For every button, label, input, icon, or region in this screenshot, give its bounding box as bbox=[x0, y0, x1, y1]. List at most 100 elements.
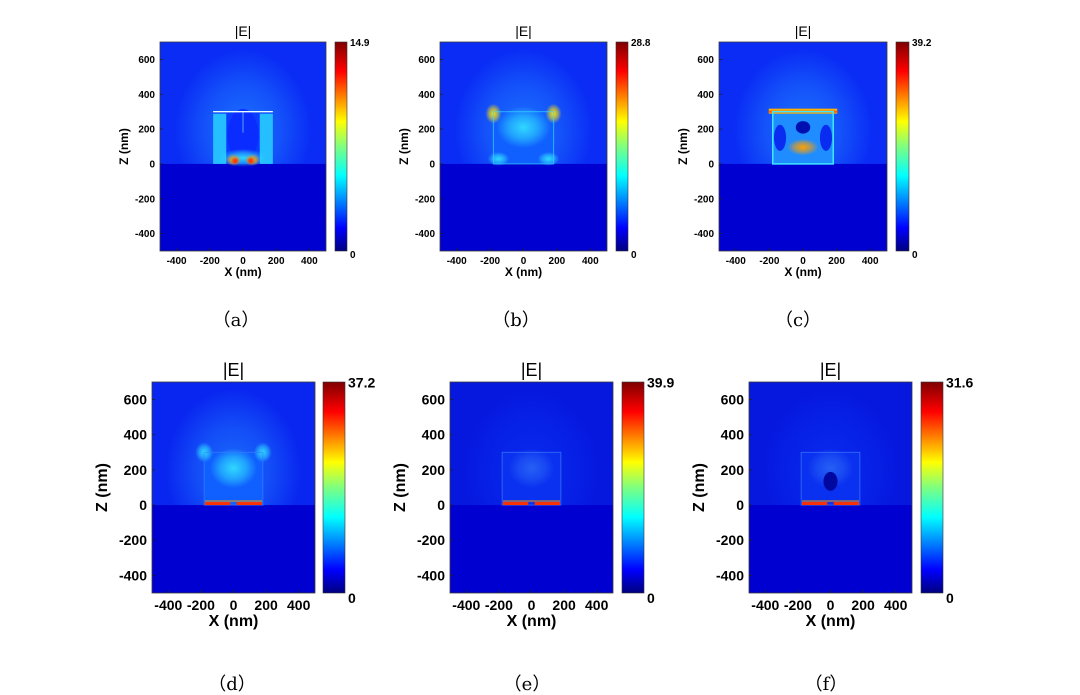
y-tick-label: -400 bbox=[694, 229, 714, 240]
center-hotspot bbox=[807, 448, 854, 489]
colorbar bbox=[334, 41, 348, 252]
panel-caption: （b） bbox=[492, 310, 540, 331]
x-tick-label: 200 bbox=[552, 597, 576, 613]
y-axis-label: Z (nm) bbox=[676, 128, 690, 165]
colorbar-max-label: 39.2 bbox=[912, 38, 932, 49]
y-axis-label: Z (nm) bbox=[94, 463, 111, 512]
dark-node bbox=[823, 471, 838, 491]
y-tick-label: 200 bbox=[697, 125, 714, 136]
base-hotspot-halo bbox=[204, 500, 263, 503]
panel-caption: （c） bbox=[775, 310, 821, 331]
x-tick-label: 0 bbox=[240, 256, 246, 267]
y-tick-label: 200 bbox=[124, 462, 148, 478]
x-axis-label: X (nm) bbox=[507, 613, 557, 630]
y-tick-label: 200 bbox=[721, 462, 745, 478]
x-tick-label: -200 bbox=[187, 597, 215, 613]
panel-a: -400 -200 0 200 400 -400 -200 0 200 400 600 X (nm) Z… bbox=[117, 23, 370, 331]
x-tick-label: -400 bbox=[154, 597, 182, 613]
y-tick-label: -400 bbox=[415, 229, 435, 240]
x-tick-label: -200 bbox=[784, 597, 812, 613]
base-hotspot-right bbox=[236, 502, 263, 506]
x-axis-label: X (nm) bbox=[806, 613, 856, 630]
colorbar-min-label: 0 bbox=[912, 250, 918, 261]
heatmap-area bbox=[152, 382, 315, 593]
panel-caption: （d） bbox=[208, 674, 256, 695]
substrate-region bbox=[440, 163, 607, 251]
x-tick-label: -200 bbox=[480, 256, 500, 267]
colorbar-max-label: 31.6 bbox=[946, 375, 973, 391]
x-tick-label: 0 bbox=[521, 256, 527, 267]
colorbar bbox=[615, 41, 629, 252]
y-tick-label: 0 bbox=[429, 159, 435, 170]
y-axis-label: Z (nm) bbox=[392, 463, 409, 512]
x-tick-label: 200 bbox=[828, 256, 845, 267]
block-outline bbox=[492, 111, 555, 165]
x-axis-label: X (nm) bbox=[209, 613, 259, 630]
y-axis-label: Z (nm) bbox=[117, 128, 131, 165]
left-lobe bbox=[773, 124, 787, 151]
y-axis-label: Z (nm) bbox=[691, 463, 708, 512]
x-tick-label: 400 bbox=[585, 597, 609, 613]
colorbar-max-label: 39.9 bbox=[647, 375, 674, 391]
x-tick-label: 400 bbox=[884, 597, 908, 613]
y-tick-label: -200 bbox=[694, 194, 714, 205]
base-hotspot-left bbox=[502, 502, 529, 506]
y-tick-label: 600 bbox=[138, 55, 155, 66]
block-outline bbox=[203, 451, 264, 506]
colorbar-max-label: 37.2 bbox=[348, 375, 375, 391]
y-tick-label: -200 bbox=[415, 194, 435, 205]
plot-title: |E| bbox=[235, 23, 252, 39]
x-tick-label: 400 bbox=[301, 256, 318, 267]
y-tick-label: 400 bbox=[422, 427, 446, 443]
x-tick-label: 0 bbox=[230, 597, 238, 613]
panel-e: -400 -200 0 200 400 -400 -200 0 200 400 600 X (nm) Z… bbox=[392, 360, 674, 695]
panel-b: -400 -200 0 200 400 -400 -200 0 200 400 600 X (nm) Z… bbox=[397, 23, 651, 331]
heatmap-area bbox=[440, 42, 607, 251]
block-outline bbox=[800, 451, 861, 506]
substrate-region bbox=[719, 163, 887, 251]
right-leg-field bbox=[259, 113, 273, 164]
plot-title: |E| bbox=[795, 23, 812, 39]
x-tick-label: -200 bbox=[759, 256, 779, 267]
heatmap-area bbox=[719, 42, 887, 251]
center-hotspot bbox=[496, 106, 551, 149]
x-tick-label: -400 bbox=[751, 597, 779, 613]
substrate-region bbox=[152, 505, 315, 593]
y-tick-label: 600 bbox=[697, 55, 714, 66]
y-tick-label: 600 bbox=[721, 391, 745, 407]
left-leg-field bbox=[213, 113, 227, 164]
y-tick-label: -200 bbox=[135, 194, 155, 205]
y-tick-label: 600 bbox=[124, 391, 148, 407]
colorbar-min-label: 0 bbox=[348, 590, 356, 606]
x-tick-label: 400 bbox=[287, 597, 311, 613]
base-hotspot-halo bbox=[801, 500, 860, 503]
hotspot-right-core bbox=[246, 156, 255, 165]
block-outline bbox=[501, 451, 562, 506]
y-tick-label: 600 bbox=[422, 391, 446, 407]
y-tick-label: 400 bbox=[138, 90, 155, 101]
y-tick-label: -400 bbox=[119, 567, 147, 583]
colorbar bbox=[920, 381, 944, 594]
center-lobe bbox=[227, 109, 259, 162]
x-tick-label: -400 bbox=[452, 597, 480, 613]
substrate-region bbox=[749, 505, 912, 593]
x-tick-label: -400 bbox=[726, 256, 746, 267]
x-tick-label: 200 bbox=[254, 597, 278, 613]
colorbar bbox=[895, 41, 910, 252]
y-tick-label: -200 bbox=[716, 532, 744, 548]
y-tick-label: 0 bbox=[708, 159, 714, 170]
heatmap-area bbox=[450, 382, 613, 593]
panel-caption: （f） bbox=[805, 674, 848, 695]
y-tick-label: 0 bbox=[149, 159, 155, 170]
heatmap-area bbox=[160, 42, 326, 251]
center-hotspot bbox=[508, 448, 555, 489]
colorbar-min-label: 0 bbox=[350, 250, 356, 261]
colorbar bbox=[322, 381, 346, 594]
x-tick-label: -200 bbox=[485, 597, 513, 613]
hotspot-left-core bbox=[231, 156, 240, 165]
y-axis-label: Z (nm) bbox=[397, 128, 411, 165]
y-tick-label: 0 bbox=[139, 497, 147, 513]
colorbar-min-label: 0 bbox=[631, 250, 637, 261]
y-tick-label: 200 bbox=[138, 125, 155, 136]
